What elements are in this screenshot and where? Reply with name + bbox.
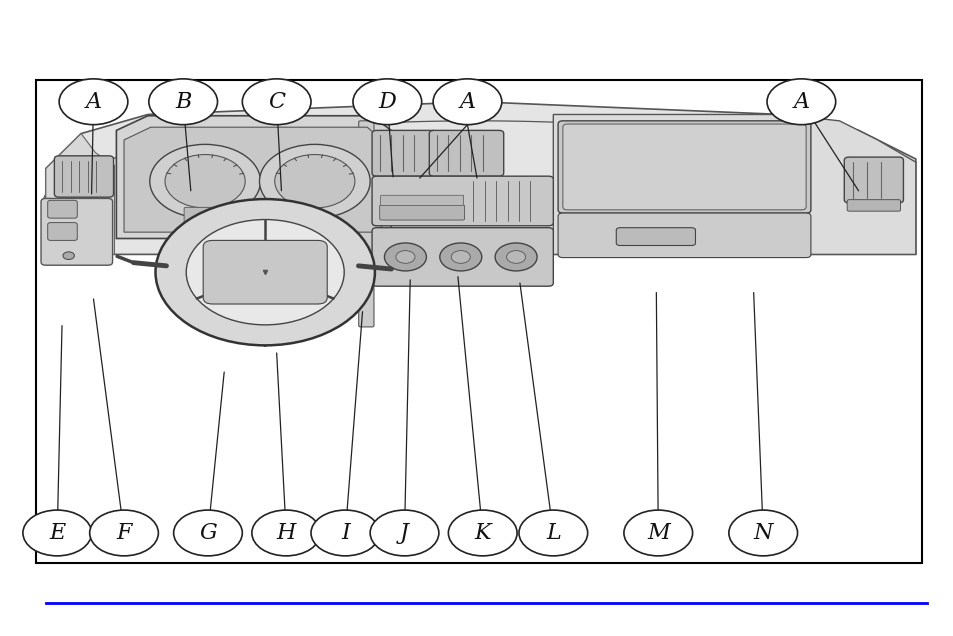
FancyBboxPatch shape — [372, 176, 553, 226]
Circle shape — [448, 510, 517, 556]
Circle shape — [173, 510, 242, 556]
FancyBboxPatch shape — [372, 228, 553, 286]
Circle shape — [23, 510, 91, 556]
Circle shape — [165, 155, 245, 208]
Text: D: D — [378, 91, 395, 113]
Text: H: H — [276, 522, 295, 544]
Circle shape — [384, 243, 426, 271]
FancyBboxPatch shape — [843, 157, 902, 203]
FancyBboxPatch shape — [48, 223, 77, 240]
Text: A: A — [459, 91, 475, 113]
FancyBboxPatch shape — [379, 205, 464, 220]
Text: L: L — [545, 522, 560, 544]
Circle shape — [433, 79, 501, 125]
FancyBboxPatch shape — [846, 200, 900, 211]
Circle shape — [252, 510, 320, 556]
Text: J: J — [399, 522, 409, 544]
Circle shape — [766, 79, 835, 125]
Polygon shape — [46, 134, 114, 254]
Polygon shape — [46, 102, 915, 254]
Circle shape — [186, 219, 344, 325]
Circle shape — [63, 252, 74, 259]
Circle shape — [518, 510, 587, 556]
Circle shape — [237, 254, 293, 291]
Text: B: B — [174, 91, 192, 113]
FancyBboxPatch shape — [358, 121, 374, 327]
Circle shape — [59, 79, 128, 125]
FancyBboxPatch shape — [41, 198, 112, 265]
FancyBboxPatch shape — [372, 130, 436, 176]
Circle shape — [150, 144, 260, 218]
Circle shape — [149, 79, 217, 125]
Circle shape — [90, 510, 158, 556]
FancyBboxPatch shape — [54, 156, 113, 197]
Circle shape — [395, 251, 415, 263]
Circle shape — [495, 243, 537, 271]
FancyBboxPatch shape — [558, 121, 810, 213]
Circle shape — [728, 510, 797, 556]
FancyBboxPatch shape — [562, 124, 805, 210]
FancyBboxPatch shape — [203, 240, 327, 304]
Circle shape — [274, 155, 355, 208]
Text: I: I — [340, 522, 350, 544]
Circle shape — [155, 199, 375, 345]
Text: C: C — [268, 91, 285, 113]
Circle shape — [242, 79, 311, 125]
Text: A: A — [793, 91, 808, 113]
Circle shape — [311, 510, 379, 556]
Text: A: A — [86, 91, 101, 113]
Circle shape — [439, 243, 481, 271]
Text: F: F — [116, 522, 132, 544]
Circle shape — [259, 144, 370, 218]
Text: E: E — [49, 522, 66, 544]
Circle shape — [370, 510, 438, 556]
Text: M: M — [646, 522, 669, 544]
Bar — [36, 80, 921, 563]
FancyBboxPatch shape — [48, 200, 77, 218]
Polygon shape — [116, 116, 391, 238]
Circle shape — [353, 79, 421, 125]
Circle shape — [623, 510, 692, 556]
Polygon shape — [553, 114, 915, 254]
FancyBboxPatch shape — [184, 207, 269, 224]
Text: K: K — [474, 522, 491, 544]
Text: G: G — [199, 522, 216, 544]
Polygon shape — [124, 127, 381, 232]
Circle shape — [506, 251, 525, 263]
Text: N: N — [753, 522, 772, 544]
FancyBboxPatch shape — [558, 213, 810, 258]
FancyBboxPatch shape — [429, 130, 503, 176]
FancyBboxPatch shape — [380, 195, 463, 205]
Circle shape — [451, 251, 470, 263]
FancyBboxPatch shape — [185, 223, 268, 231]
FancyBboxPatch shape — [616, 228, 695, 245]
